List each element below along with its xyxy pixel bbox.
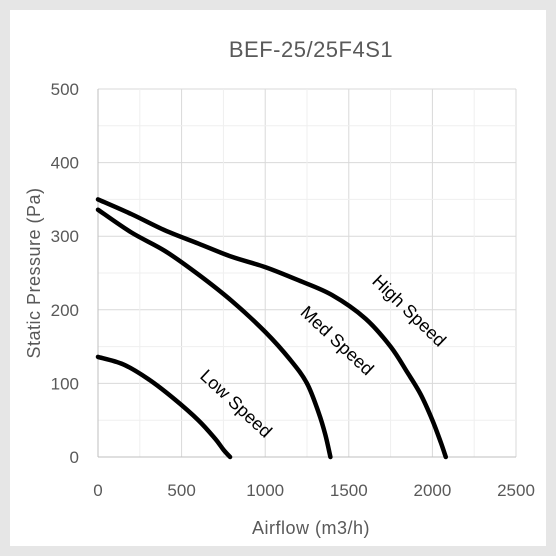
y-tick-label: 300	[51, 227, 79, 246]
series-lines	[95, 197, 449, 460]
chart-title: BEF-25/25F4S1	[229, 37, 393, 62]
y-tick-label: 0	[70, 448, 79, 467]
x-axis-title: Airflow (m3/h)	[252, 518, 370, 538]
series-line-med-speed	[95, 207, 333, 460]
series-label-med-speed: Med Speed	[297, 302, 378, 379]
series-line-low-speed	[95, 354, 233, 460]
x-tick-label: 0	[93, 481, 102, 500]
y-axis-title: Static Pressure (Pa)	[24, 187, 44, 358]
y-tick-label: 200	[51, 301, 79, 320]
x-tick-label: 2500	[497, 481, 535, 500]
y-tick-label: 100	[51, 374, 79, 393]
x-tick-label: 1000	[246, 481, 284, 500]
gridlines	[97, 88, 517, 458]
y-tick-label: 500	[51, 80, 79, 99]
series-label-high-speed: High Speed	[368, 271, 450, 351]
y-tick-label: 400	[51, 154, 79, 173]
x-tick-label: 2000	[413, 481, 451, 500]
tick-labels: 0 500 1000 1500 2000 2500 0 100 200 300 400 500	[51, 80, 535, 500]
x-tick-label: 500	[167, 481, 195, 500]
series-line-high-speed	[95, 197, 449, 460]
x-tick-label: 1500	[330, 481, 368, 500]
